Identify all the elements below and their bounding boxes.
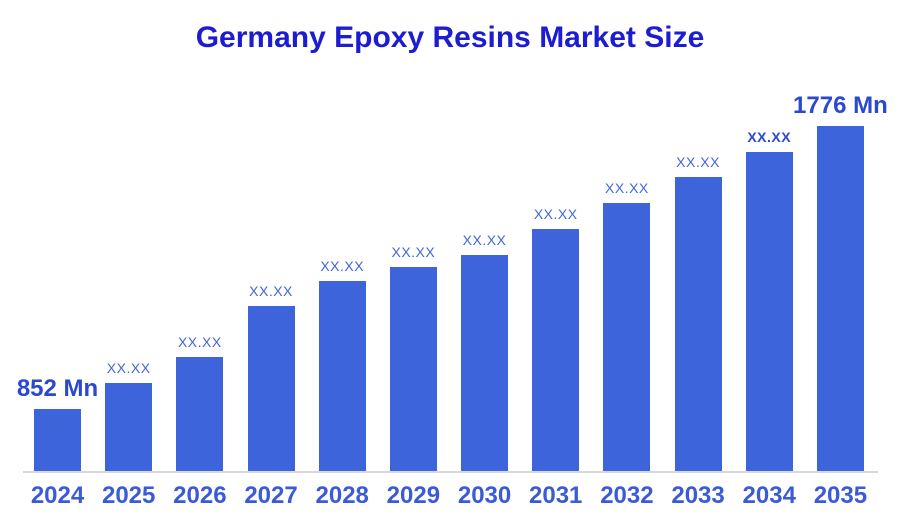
x-axis-label-2024: 2024 [30, 482, 85, 509]
bar-value-label-2029: XX.XX [391, 244, 436, 260]
bar-value-label-2035: 1776 Mn [793, 92, 888, 119]
x-axis-label-2035: 2035 [813, 482, 868, 509]
x-axis-label-2031: 2031 [529, 482, 583, 509]
bar-value-label-2032: XX.XX [605, 180, 649, 196]
x-axis-label-cell-2035: 2035 [813, 482, 868, 509]
x-axis-label-cell-2024: 2024 [30, 482, 85, 509]
bar-value-label-2028: XX.XX [320, 258, 365, 274]
bar-value-label-2027: XX.XX [249, 283, 293, 299]
x-axis-label-cell-2032: 2032 [600, 482, 654, 509]
bar-2027: XX.XX [247, 284, 295, 471]
x-axis-label-2029: 2029 [386, 482, 441, 509]
x-axis-line [23, 471, 878, 473]
bar-value-label-2031: XX.XX [533, 206, 578, 222]
x-axis-label-2030: 2030 [457, 482, 512, 509]
x-axis-label-cell-2033: 2033 [671, 484, 724, 508]
x-axis-label-2032: 2032 [600, 482, 654, 509]
x-axis-label-cell-2031: 2031 [529, 482, 583, 509]
bar-2032: XX.XX [603, 181, 651, 471]
chart-title: Germany Epoxy Resins Market Size [195, 21, 705, 54]
x-axis-label-2034: 2034 [742, 482, 796, 509]
x-axis-label-cell-2027: 2027 [244, 484, 297, 508]
bars-row: 852 Mn XX.XX XX.XX XX.XX XX.XX XX.XX XX.XX XX.X… [17, 94, 888, 471]
bar-2028: XX.XX [318, 259, 366, 471]
x-axis-label-2026: 2026 [173, 482, 227, 509]
bar-value-label-2026: XX.XX [177, 334, 222, 350]
x-axis-label-2027: 2027 [244, 482, 298, 509]
bar-2025: XX.XX [105, 361, 153, 471]
bar-value-label-2033: XX.XX [676, 154, 720, 170]
bar-2034: XX.XX [745, 130, 793, 471]
x-axis-label-cell-2026: 2026 [173, 482, 227, 509]
x-axis-label-cell-2029: 2029 [386, 482, 441, 509]
x-axis-labels: 2024 2025 2026 2027 2028 2029 2030 2031 2032 2033… [30, 482, 868, 509]
x-axis-label-cell-2028: 2028 [315, 482, 369, 509]
x-axis-label-cell-2030: 2030 [457, 482, 512, 509]
x-axis-label-2025: 2025 [101, 482, 156, 509]
bar-2024: 852 Mn [17, 377, 98, 471]
bar-value-label-2024: 852 Mn [16, 375, 99, 402]
x-axis-label-2028: 2028 [315, 482, 369, 509]
x-axis-label-2033: 2033 [671, 482, 725, 509]
bar-2030: XX.XX [461, 233, 509, 471]
bar-2035: 1776 Mn [793, 94, 888, 471]
bar-2026: XX.XX [176, 335, 224, 471]
x-axis-label-cell-2034: 2034 [742, 482, 796, 509]
x-axis-label-cell-2025: 2025 [101, 482, 156, 509]
bar-2029: XX.XX [389, 245, 437, 471]
bar-2033: XX.XX [674, 155, 722, 471]
bar-2031: XX.XX [532, 207, 580, 471]
bar-value-label-2034: XX.XX [747, 129, 792, 145]
bar-value-label-2030: XX.XX [462, 232, 507, 248]
bar-value-label-2025: XX.XX [106, 360, 151, 376]
